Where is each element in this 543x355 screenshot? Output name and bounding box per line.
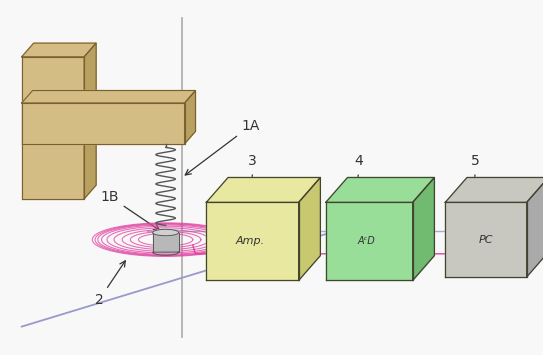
Polygon shape	[445, 202, 527, 277]
Polygon shape	[185, 91, 195, 144]
Text: 1A: 1A	[185, 119, 260, 175]
Text: 1B: 1B	[100, 190, 160, 230]
Polygon shape	[206, 178, 320, 202]
Text: PC: PC	[479, 235, 493, 245]
Polygon shape	[326, 178, 434, 202]
Polygon shape	[22, 91, 195, 103]
Text: 2: 2	[95, 261, 125, 306]
Polygon shape	[326, 202, 413, 280]
Polygon shape	[84, 43, 96, 199]
Polygon shape	[527, 178, 543, 277]
Text: 4: 4	[354, 154, 363, 168]
Text: AᶜD: AᶜD	[358, 236, 375, 246]
Polygon shape	[22, 103, 185, 144]
Polygon shape	[153, 229, 179, 236]
Text: 5: 5	[471, 154, 479, 168]
Polygon shape	[22, 57, 84, 199]
Polygon shape	[206, 202, 299, 280]
Text: 3: 3	[248, 154, 257, 168]
Polygon shape	[299, 178, 320, 280]
Polygon shape	[22, 43, 96, 57]
Polygon shape	[413, 178, 434, 280]
Polygon shape	[445, 178, 543, 202]
Text: Amp.: Amp.	[235, 236, 264, 246]
Polygon shape	[153, 233, 179, 252]
